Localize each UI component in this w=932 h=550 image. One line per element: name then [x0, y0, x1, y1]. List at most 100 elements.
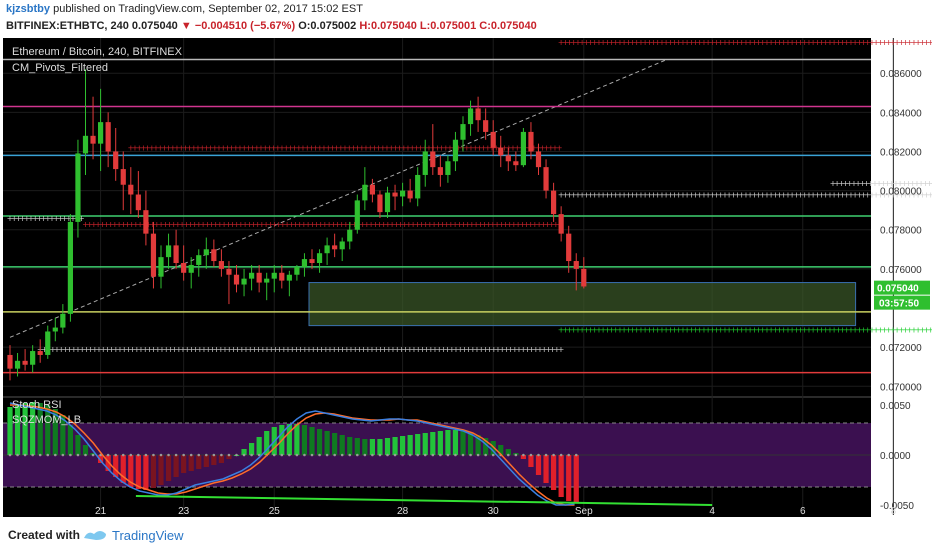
pivot-dot: +: [439, 220, 446, 229]
pivot-dot: +: [604, 38, 611, 47]
pivot-dot: +: [906, 191, 913, 200]
pivot-dot: +: [856, 38, 863, 47]
pivot-dot: +: [184, 345, 191, 354]
pivot-dot: +: [276, 345, 283, 354]
pivot-dot: +: [53, 214, 60, 223]
pivot-dot: +: [490, 345, 497, 354]
candle: [520, 128, 526, 168]
pivot-dot: +: [494, 220, 501, 229]
candle-body: [203, 249, 209, 256]
pivot-dot: +: [722, 38, 729, 47]
histogram-bar: [67, 425, 73, 455]
stoch-rsi-d-line: [10, 404, 575, 506]
y-tick-label: 0.082000: [880, 147, 922, 158]
candle-body: [460, 124, 466, 140]
author-name[interactable]: kjzsbtby: [6, 3, 51, 15]
pivot-dot: +: [726, 38, 733, 47]
pivot-dot: +: [44, 214, 51, 223]
histogram-bar: [475, 435, 481, 455]
pivot-dot: +: [170, 220, 177, 229]
pivot-dot: +: [516, 345, 523, 354]
pivot-dot: +: [793, 191, 800, 200]
pivot-dot: +: [196, 220, 203, 229]
pivot-dot: +: [199, 144, 206, 153]
pivot-dot: +: [629, 191, 636, 200]
pivot-dot: +: [15, 214, 22, 223]
candle-body: [581, 268, 587, 287]
pivot-dot: +: [410, 220, 417, 229]
pivot-dot: +: [377, 345, 384, 354]
pivot-dot: +: [373, 345, 380, 354]
pivot-dot: +: [743, 191, 750, 200]
squeeze-dot: [408, 453, 412, 457]
pivot-dot: +: [501, 144, 508, 153]
pivot-dot: +: [254, 220, 261, 229]
pivot-dot: +: [519, 220, 526, 229]
pivot-dot: +: [427, 345, 434, 354]
pivot-dot: +: [314, 345, 321, 354]
pivot-dot: +: [379, 144, 386, 153]
pivot-dot: +: [96, 345, 103, 354]
symbol-label: BITFINEX:ETHBTC, 240: [6, 20, 129, 32]
squeeze-dot: [393, 453, 397, 457]
lower-y-tick-label: 0.0050: [880, 401, 911, 412]
pivot-dot: +: [321, 144, 328, 153]
squeeze-dot: [152, 453, 155, 457]
pivot-dot: +: [570, 191, 577, 200]
pivot-dot: +: [129, 345, 136, 354]
chart-area[interactable]: ++++++++++++++++++++++++++++++++++++++++…: [0, 38, 932, 518]
lower-y-tick-label: -0.0050: [880, 501, 914, 512]
squeeze-dot: [537, 453, 540, 457]
pivot-dot: +: [797, 38, 804, 47]
pivot-dot: +: [556, 144, 563, 153]
pivot-dot: +: [346, 144, 353, 153]
pivot-dot: +: [246, 220, 253, 229]
squeeze-dot: [303, 453, 306, 457]
pivot-dot: +: [562, 326, 569, 335]
candle-body: [196, 255, 202, 265]
squeeze-histogram: [7, 402, 579, 503]
pivot-dot: +: [818, 38, 825, 47]
pivot-dot: +: [859, 179, 866, 188]
pivot-dot: +: [600, 38, 607, 47]
candle-body: [264, 278, 270, 283]
histogram-bar: [400, 436, 406, 455]
pivot-dot: +: [448, 220, 455, 229]
candle-body: [566, 233, 572, 262]
pivot-dot: +: [142, 345, 149, 354]
histogram-bar: [113, 455, 119, 477]
squeeze-dot: [205, 453, 208, 457]
pivot-dot: +: [890, 191, 897, 200]
pivot-dot: +: [726, 191, 733, 200]
pivot-dot: +: [575, 191, 582, 200]
pivot-dot: +: [814, 38, 821, 47]
pivot-dot: +: [747, 326, 754, 335]
squeeze-dot: [469, 453, 472, 457]
squeeze-dot: [401, 453, 404, 457]
pivot-dot: +: [436, 345, 443, 354]
pivot-dot: +: [232, 144, 239, 153]
lower-y-tick-label: 0.0000: [880, 451, 911, 462]
histogram-bar: [226, 455, 232, 459]
pivot-dot: +: [587, 38, 594, 47]
pivot-dot: +: [898, 191, 905, 200]
pivot-dot: +: [885, 38, 892, 47]
pivot-dot: +: [822, 38, 829, 47]
pivot-dot: +: [527, 220, 534, 229]
histogram-bar: [45, 405, 51, 455]
pivot-dot: +: [216, 144, 223, 153]
pivot-dot: +: [839, 38, 846, 47]
candle-body: [294, 266, 300, 275]
candle: [249, 264, 255, 291]
pivot-dot: +: [596, 326, 603, 335]
pivot-dot: +: [591, 38, 598, 47]
pivot-dot: +: [463, 144, 470, 153]
pivot-dot: +: [541, 345, 548, 354]
tradingview-brand[interactable]: TradingView: [112, 528, 184, 543]
pivot-dot: +: [570, 326, 577, 335]
pivot-dot: +: [245, 144, 252, 153]
pivot-dot: +: [552, 144, 559, 153]
pivot-dot: +: [713, 191, 720, 200]
pivot-dot: +: [835, 191, 842, 200]
pivot-dot: +: [818, 191, 825, 200]
